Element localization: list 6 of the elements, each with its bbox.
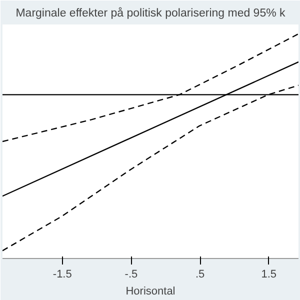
chart-title: Marginale effekter på politisk polarisering med 95% k bbox=[16, 6, 286, 20]
x-tick-label: -.5 bbox=[124, 268, 138, 280]
x-axis-title: Horisontal bbox=[126, 286, 176, 298]
x-tick-label: .5 bbox=[195, 268, 205, 280]
x-tick-label: -1.5 bbox=[52, 268, 72, 280]
x-tick-label: 1.5 bbox=[261, 268, 277, 280]
